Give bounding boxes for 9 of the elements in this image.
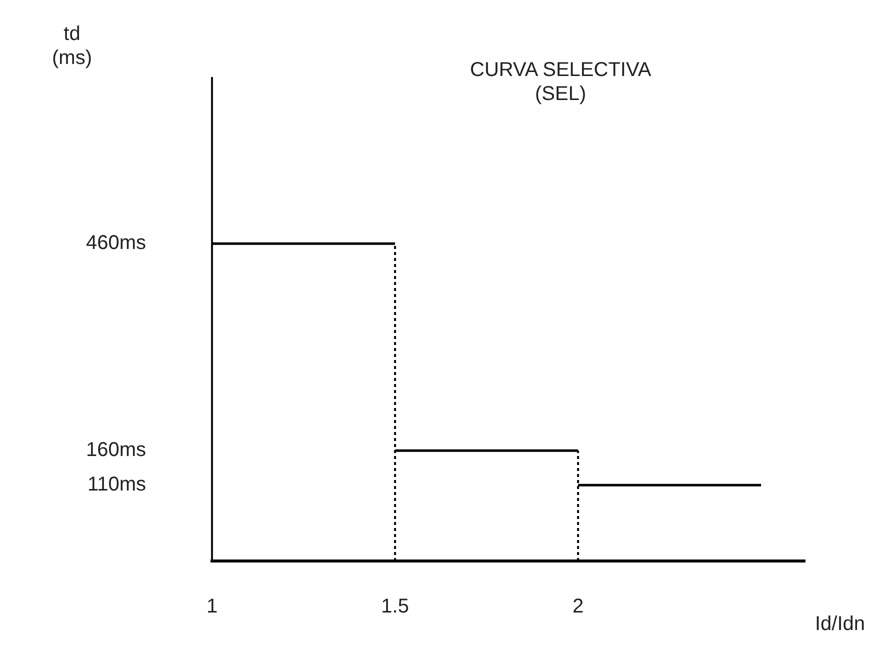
- y-axis-title: td (ms): [52, 22, 92, 70]
- x-tick-label: 1.5: [381, 596, 409, 618]
- y-tick-label: 460ms: [86, 232, 146, 254]
- x-axis-title: Id/Idn: [815, 612, 866, 636]
- x-tick-label: 2: [572, 596, 584, 618]
- chart-title: CURVA SELECTIVA (SEL): [470, 58, 652, 106]
- y-tick-label: 160ms: [86, 439, 146, 462]
- x-tick-label: 1: [206, 596, 218, 618]
- y-tick-label: 110ms: [87, 474, 146, 496]
